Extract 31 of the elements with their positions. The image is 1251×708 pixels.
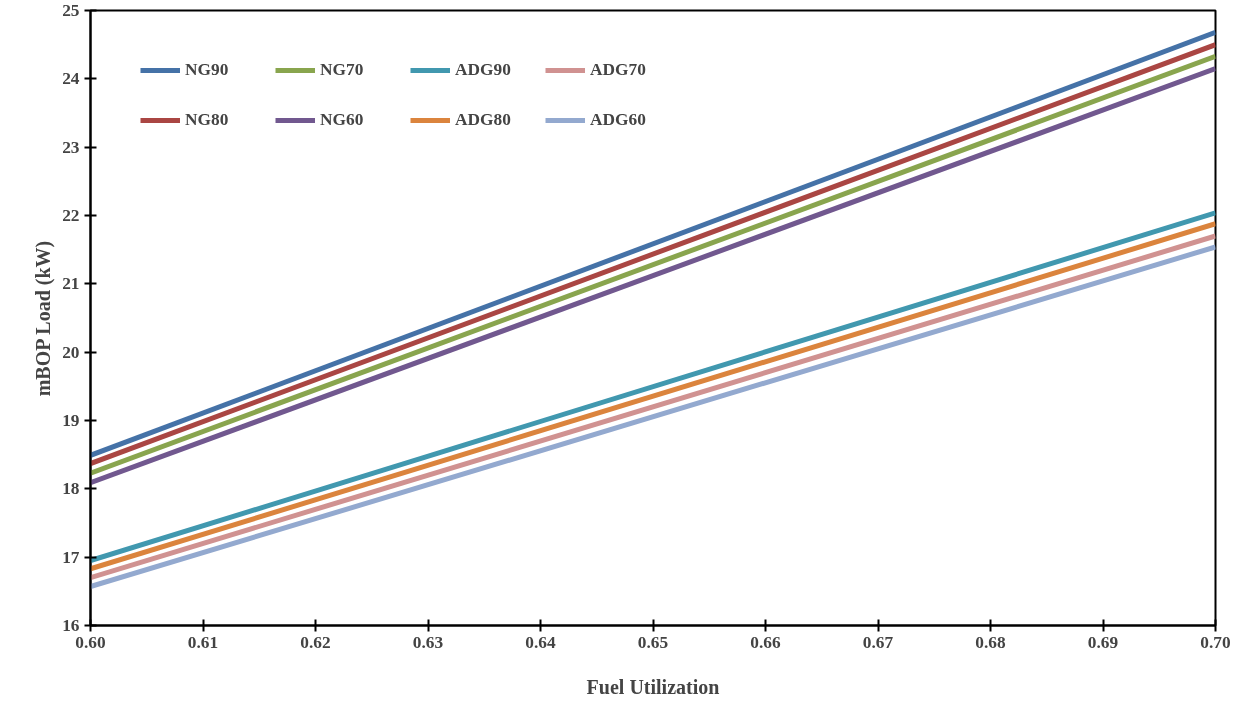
y-axis-title: mBOP Load (kW) <box>32 240 56 397</box>
legend-label: NG60 <box>320 110 365 130</box>
y-tick-label: 24 <box>62 69 80 89</box>
x-axis-title: Fuel Utilization <box>586 675 720 698</box>
y-tick-label: 16 <box>62 616 80 635</box>
x-tick-label: 0.64 <box>525 632 556 652</box>
y-tick-label: 22 <box>62 206 80 225</box>
legend-label: ADG80 <box>455 110 512 130</box>
y-tick-label: 23 <box>62 137 80 157</box>
legend-label: ADG60 <box>590 110 647 130</box>
y-tick-label: 20 <box>62 342 80 362</box>
legend-label: ADG70 <box>590 60 647 80</box>
y-tick-label: 21 <box>62 274 80 294</box>
x-tick-label: 0.66 <box>750 632 781 652</box>
legend-label: NG90 <box>185 60 230 80</box>
x-tick-label: 0.60 <box>75 632 106 652</box>
x-tick-label: 0.63 <box>412 632 444 652</box>
y-tick-label: 19 <box>62 411 80 430</box>
legend-label: NG80 <box>185 110 230 130</box>
x-tick-label: 0.61 <box>187 632 219 652</box>
y-tick-label: 18 <box>62 479 80 499</box>
x-tick-label: 0.68 <box>975 632 1006 652</box>
x-tick-label: 0.70 <box>1200 632 1231 652</box>
x-tick-label: 0.62 <box>300 632 331 652</box>
x-tick-label: 0.67 <box>862 632 894 652</box>
x-tick-label: 0.69 <box>1087 632 1119 652</box>
legend-label: NG70 <box>320 60 365 80</box>
y-tick-label: 25 <box>62 1 80 20</box>
y-tick-label: 17 <box>62 547 80 567</box>
legend-label: ADG90 <box>455 60 512 80</box>
x-tick-label: 0.65 <box>637 632 669 652</box>
